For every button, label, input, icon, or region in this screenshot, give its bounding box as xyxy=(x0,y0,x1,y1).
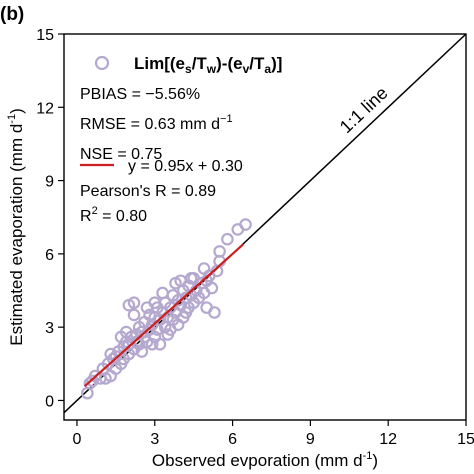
x-axis: 0 3 6 9 12 15 xyxy=(73,420,474,448)
data-point xyxy=(174,274,188,288)
legend: Lim[(es/Tw)-(ev/Ta)] xyxy=(94,54,282,76)
plot-area xyxy=(63,33,467,421)
data-point xyxy=(239,218,252,231)
y-tick-label: 3 xyxy=(45,320,54,337)
data-point xyxy=(127,308,141,322)
stat-rmse: RMSE = 0.63 mm d−1 xyxy=(80,113,233,133)
x-tick-label: 12 xyxy=(379,431,397,448)
stats-block: PBIAS = −5.56% RMSE = 0.63 mm d−1 NSE = … xyxy=(80,86,243,225)
y-tick-label: 9 xyxy=(45,174,54,191)
y-axis: 0 3 6 9 12 15 xyxy=(36,27,64,410)
stat-fit-equation: y = 0.95x + 0.30 xyxy=(128,158,243,175)
stat-r2: R2 = 0.80 xyxy=(80,205,147,225)
data-point xyxy=(179,306,193,319)
legend-label: Lim[(es/Tw)-(ev/Ta)] xyxy=(134,54,282,76)
data-point xyxy=(153,337,167,351)
data-point xyxy=(221,232,234,246)
y-tick-label: 12 xyxy=(36,100,54,117)
data-point xyxy=(127,296,141,310)
data-point xyxy=(104,347,117,361)
data-point xyxy=(205,281,219,295)
y-tick-label: 15 xyxy=(36,27,54,44)
data-point xyxy=(208,306,221,319)
data-point xyxy=(156,286,169,300)
legend-marker xyxy=(94,55,110,71)
x-tick-label: 9 xyxy=(306,431,315,448)
y-tick-label: 6 xyxy=(45,247,54,264)
panel-label: (b) xyxy=(0,4,24,25)
data-point xyxy=(164,323,177,336)
stat-nse: NSE = 0.75 xyxy=(80,146,162,163)
x-axis-title: Observed evporation (mm d-1) xyxy=(152,450,378,470)
fit-line xyxy=(84,243,244,387)
data-point xyxy=(135,345,149,358)
data-point xyxy=(148,296,162,310)
stat-pearson: Pearson's R = 0.89 xyxy=(80,183,216,200)
data-point xyxy=(114,330,128,344)
plot-frame xyxy=(63,33,467,421)
one-to-one-label: 1:1 line xyxy=(336,83,392,137)
data-point xyxy=(197,262,211,275)
y-axis-title: Estimated evaporation (mm d-1) xyxy=(6,108,26,346)
x-tick-label: 0 xyxy=(73,431,82,448)
x-tick-label: 6 xyxy=(228,431,237,448)
data-point xyxy=(145,337,159,351)
stat-pbias: PBIAS = −5.56% xyxy=(80,86,200,103)
y-tick-label: 0 xyxy=(45,393,54,410)
x-tick-label: 3 xyxy=(150,431,159,448)
x-tick-label: 15 xyxy=(457,431,474,448)
